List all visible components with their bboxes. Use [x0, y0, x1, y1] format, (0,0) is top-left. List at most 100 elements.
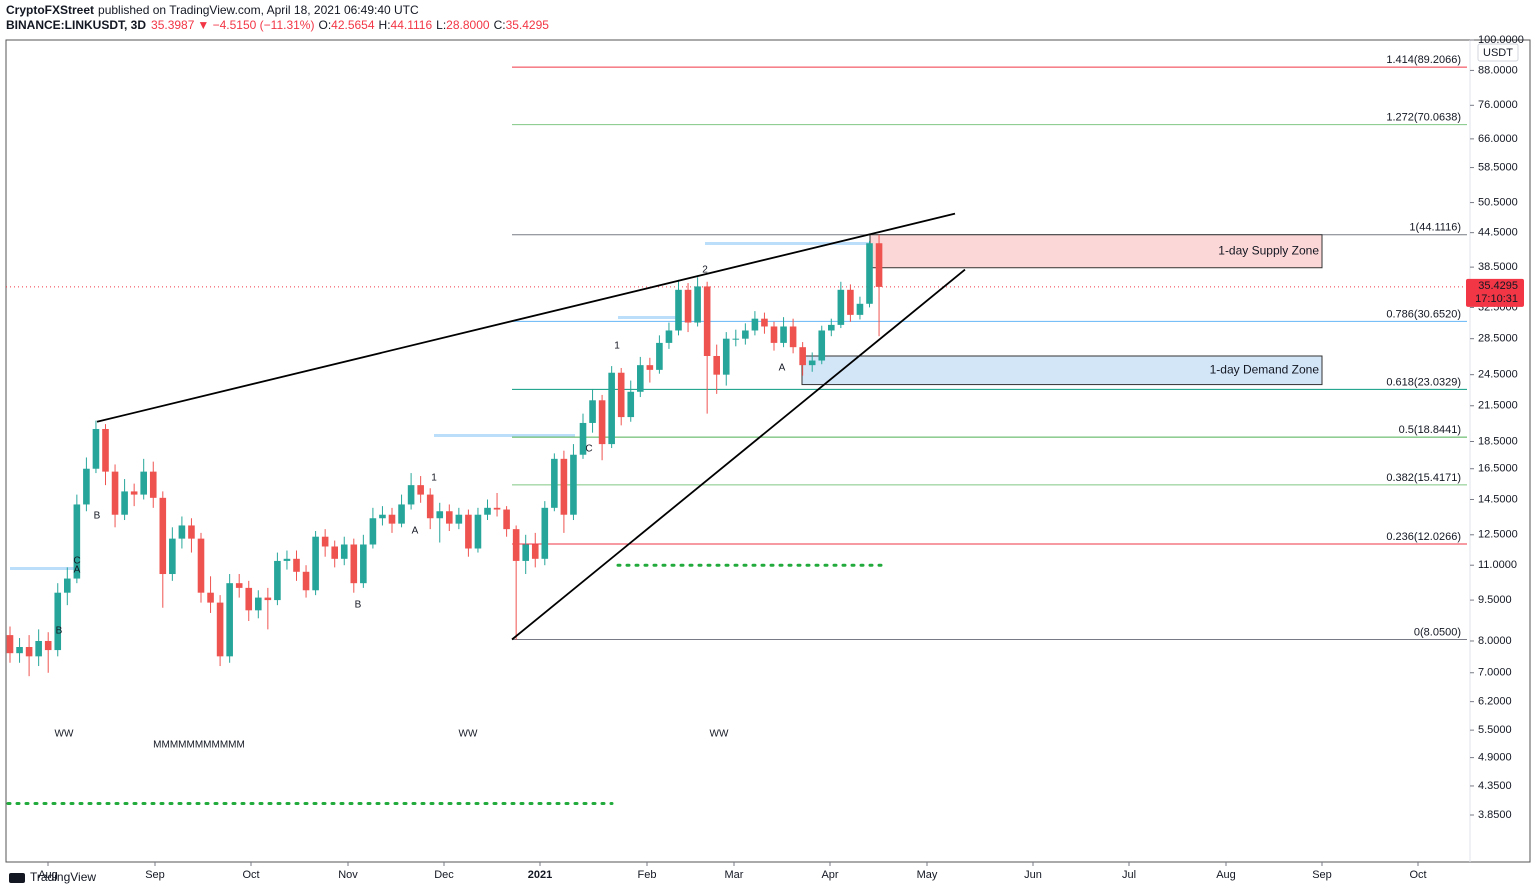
candle-body	[350, 544, 358, 584]
candle-body	[6, 635, 14, 654]
zone	[869, 234, 1323, 269]
y-tick-label: 8.0000	[1478, 635, 1512, 647]
marker: WW	[710, 729, 729, 740]
y-tick-label: 16.5000	[1478, 463, 1518, 475]
candle-body	[570, 454, 577, 515]
candle-body	[828, 324, 835, 331]
candle-body	[617, 372, 625, 418]
y-tick-label: 7.0000	[1478, 667, 1512, 679]
candle-body	[102, 428, 109, 472]
candle-body	[312, 536, 319, 591]
candle-body	[92, 428, 100, 469]
marker: 1	[614, 341, 620, 352]
price-tag-countdown: 17:10:31	[1475, 293, 1518, 305]
candle-body	[531, 544, 539, 559]
candle-body	[360, 544, 367, 584]
candle-body	[493, 507, 501, 510]
candle-body	[169, 538, 176, 575]
x-tick-label: 2021	[528, 869, 552, 881]
x-tick-label: Apr	[821, 869, 838, 881]
y-tick-label: 88.0000	[1478, 64, 1518, 76]
candle-body	[388, 514, 396, 524]
candle-body	[465, 514, 472, 549]
y-tick-label: 4.3500	[1478, 780, 1512, 792]
published: published on TradingView.com, April 18, …	[98, 3, 419, 17]
header-line-2: BINANCE:LINKUSDT, 3D 35.3987 ▼ −4.5150 (−1…	[6, 18, 549, 32]
x-tick-label: Sep	[145, 869, 165, 881]
candle-body	[302, 571, 310, 591]
fib-label: 0.5(18.8441)	[1399, 424, 1461, 436]
currency-box	[1477, 43, 1519, 62]
y-tick-label: 66.0000	[1478, 133, 1518, 145]
x-tick-label: Aug	[1216, 869, 1236, 881]
y-tick-label: 76.0000	[1478, 99, 1518, 111]
candle-body	[379, 514, 386, 519]
candle-body	[83, 468, 90, 505]
candle-body	[598, 400, 606, 445]
candle-body	[25, 647, 33, 657]
candle-body	[436, 511, 444, 519]
candle-body	[780, 326, 787, 343]
candle-body	[283, 558, 291, 561]
support-bar	[705, 242, 870, 245]
y-tick-label: 4.9000	[1478, 752, 1512, 764]
candle-body	[665, 330, 673, 343]
x-tick-label: Oct	[1409, 869, 1426, 881]
candle-body	[808, 360, 816, 366]
ohlc-key: O:	[318, 18, 331, 32]
ohlc-value: 44.1116	[391, 18, 433, 32]
candle-body	[818, 330, 826, 361]
x-tick-label: Feb	[638, 869, 657, 881]
candle-body	[637, 365, 644, 392]
fib-label: 0.618(23.0329)	[1386, 376, 1461, 388]
ohlc-key: L:	[436, 18, 446, 32]
y-tick-label: 24.5000	[1478, 369, 1518, 381]
candle-body	[197, 538, 205, 593]
candle-body	[455, 514, 463, 524]
x-tick-label: Nov	[338, 869, 358, 881]
candle-body	[751, 318, 759, 331]
candle-body	[522, 544, 529, 561]
candle-body	[293, 558, 300, 572]
candle-body	[589, 400, 596, 423]
support-bar	[10, 567, 75, 570]
candle-body	[121, 491, 128, 515]
x-tick-label: Mar	[725, 869, 744, 881]
fib-label: 0(8.0500)	[1414, 626, 1461, 638]
y-tick-label: 28.5000	[1478, 333, 1518, 345]
marker: 2	[702, 265, 708, 276]
x-tick-label: Sep	[1312, 869, 1332, 881]
candle-body	[512, 529, 520, 561]
fib-label: 1(44.1116)	[1409, 222, 1461, 234]
candle-body	[675, 289, 682, 331]
candle-body	[207, 592, 214, 603]
candle-body	[694, 286, 701, 323]
support-bar	[618, 316, 680, 319]
publisher: CryptoFXStreet	[6, 3, 94, 17]
candle-body	[732, 338, 740, 340]
candle-body	[837, 289, 845, 325]
fib-label: 1.272(70.0638)	[1386, 112, 1461, 124]
y-tick-label: 44.5000	[1478, 227, 1518, 239]
currency: USDT	[1483, 47, 1513, 59]
zone-label: 1-day Supply Zone	[1218, 243, 1319, 257]
marker: C	[73, 556, 80, 567]
y-tick-label: 100.0000	[1478, 34, 1524, 46]
candle-body	[722, 338, 730, 375]
footer: TradingView	[30, 870, 96, 884]
y-tick-label: 6.2000	[1478, 696, 1512, 708]
candle-body	[188, 525, 195, 539]
marker: B	[355, 600, 362, 611]
symbol: BINANCE:LINKUSDT, 3D	[6, 18, 146, 32]
candle-body	[742, 330, 749, 339]
candle-body	[340, 544, 348, 559]
candle-body	[159, 497, 167, 575]
fib-label: 0.236(12.0266)	[1386, 531, 1461, 543]
x-tick-label: Dec	[434, 869, 454, 881]
candle-body	[226, 583, 233, 657]
y-tick-label: 14.5000	[1478, 493, 1518, 505]
candle-body	[560, 458, 568, 515]
candle-body	[274, 560, 281, 601]
